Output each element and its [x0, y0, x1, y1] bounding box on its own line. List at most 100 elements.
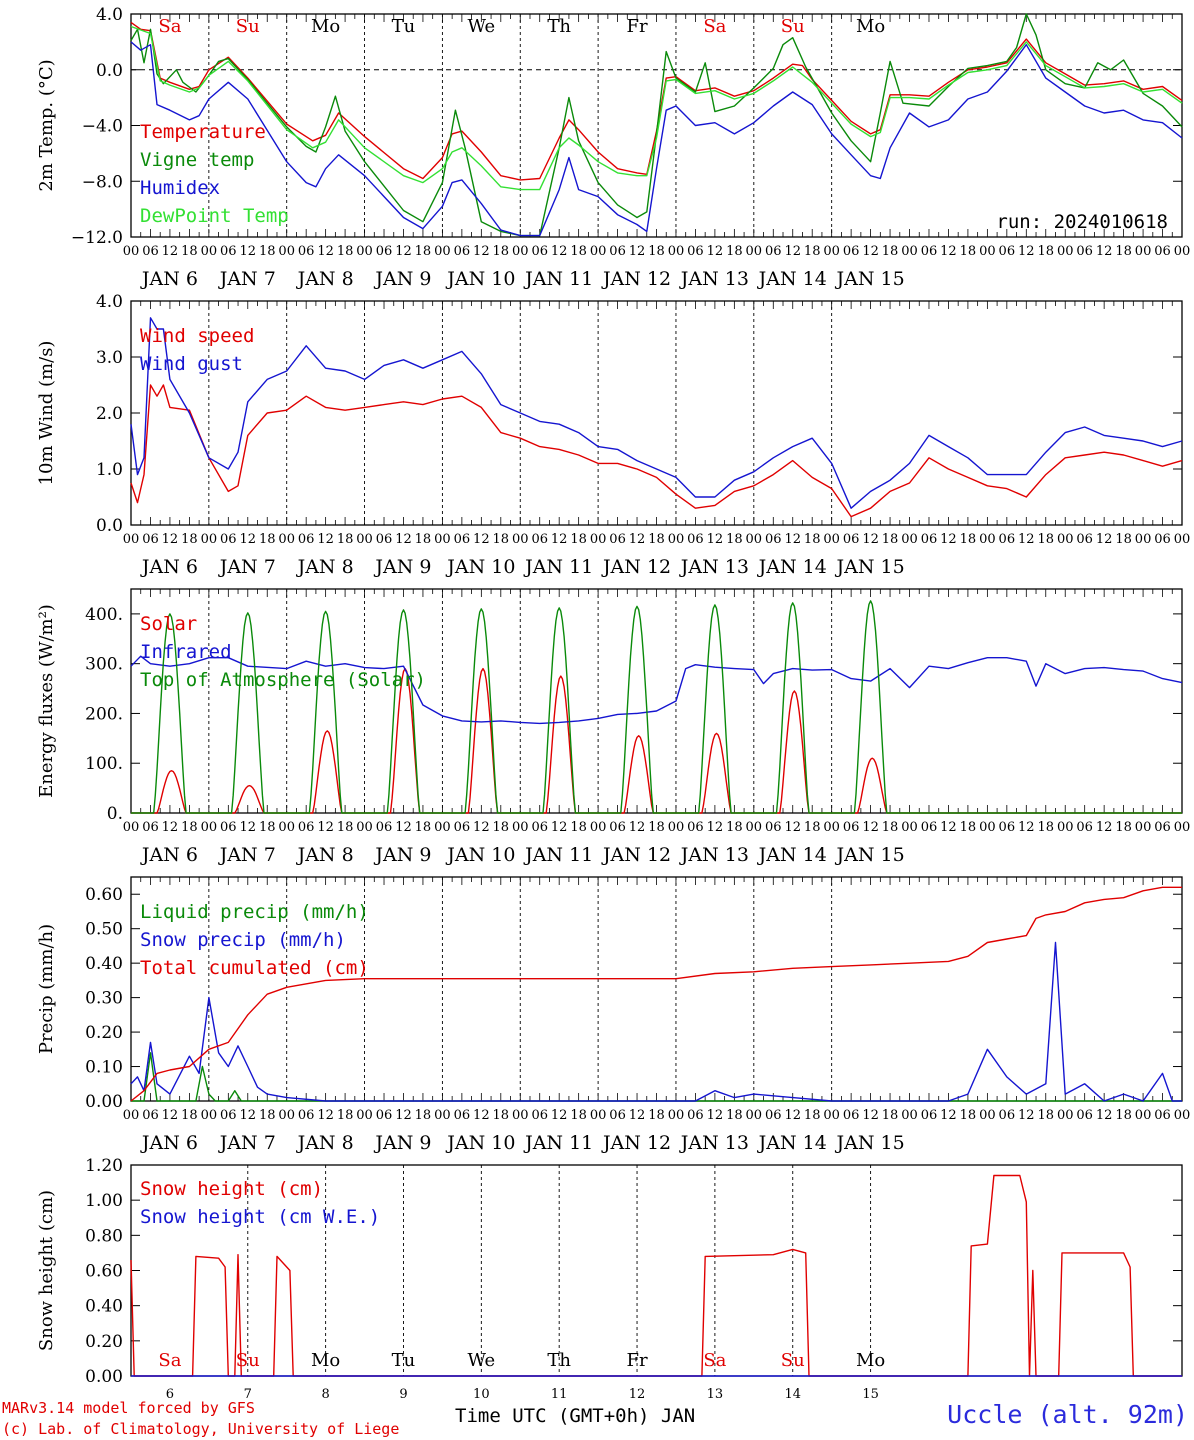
panel-2-hour-tick-label: 00	[1174, 532, 1191, 547]
panel-2-y-tick-label: 2.0	[96, 404, 123, 424]
panel-3-hour-tick-label: 00	[201, 820, 218, 835]
panel-1-hour-tick-label: 00	[434, 244, 451, 259]
panel-5-day-number: 13	[707, 1387, 724, 1402]
panel-5-y-tick-label: 0.80	[85, 1226, 123, 1246]
panel-5-weekday-label: We	[467, 1350, 495, 1371]
panel-2-hour-tick-label: 06	[220, 532, 237, 547]
panel-4-hour-tick-label: 00	[278, 1108, 295, 1123]
panel-2-series-wind-gust	[130, 317, 1183, 509]
panel-2-hour-tick-label: 06	[1154, 532, 1171, 547]
panel-3-y-tick-label: 100.	[85, 754, 123, 774]
panel-1-hour-tick-label: 18	[570, 244, 587, 259]
panel-1-date-label: JAN 12	[601, 268, 671, 290]
panel-1-legend-entry: Humidex	[140, 177, 220, 199]
panel-1-hour-tick-label: 18	[648, 244, 665, 259]
panel-4-hour-tick-label: 00	[823, 1108, 840, 1123]
panel-1-hour-tick-label: 18	[1115, 244, 1132, 259]
panel-1-y-tick-label: 4.0	[96, 5, 123, 25]
run-label: run: 2024010618	[996, 211, 1168, 233]
panel-1-hour-tick-label: 18	[259, 244, 276, 259]
panel-3-hour-tick-label: 00	[823, 820, 840, 835]
panel-4-date-label: JAN 6	[140, 1132, 198, 1154]
panel-5-weekday-label: Su	[781, 1350, 805, 1371]
panel-3-hour-tick-label: 00	[746, 820, 763, 835]
panel-1-hour-tick-label: 12	[629, 244, 646, 259]
panel-2-hour-tick-label: 00	[668, 532, 685, 547]
panel-4-hour-tick-label: 12	[551, 1108, 568, 1123]
panel-1-weekday-label: Fr	[626, 16, 647, 37]
panel-4-hour-tick-label: 00	[1057, 1108, 1074, 1123]
panel-3-date-label: JAN 6	[140, 844, 198, 866]
panel-2-y-tick-label: 3.0	[96, 348, 123, 368]
panel-4-hour-tick-label: 00	[590, 1108, 607, 1123]
panel-5-day-number: 14	[784, 1387, 801, 1402]
panel-2-hour-tick-label: 12	[784, 532, 801, 547]
panel-2-hour-tick-label: 00	[123, 532, 140, 547]
panel-1-weekday-label: Su	[781, 16, 805, 37]
panel-3-hour-tick-label: 12	[551, 820, 568, 835]
panel-2-hour-tick-label: 00	[201, 532, 218, 547]
panel-3-date-label: JAN 15	[834, 844, 904, 866]
panel-2-hour-tick-label: 00	[901, 532, 918, 547]
panel-2-hour-tick-label: 18	[960, 532, 977, 547]
panel-2-hour-tick-label: 18	[726, 532, 743, 547]
panel-2-hour-tick-label: 00	[1057, 532, 1074, 547]
panel-2-legend-entry: Wind speed	[140, 325, 254, 347]
panel-1-hour-tick-label: 00	[278, 244, 295, 259]
panel-3-hour-tick-label: 12	[629, 820, 646, 835]
panel-3-hour-tick-label: 12	[862, 820, 879, 835]
panel-3-hour-tick-label: 18	[648, 820, 665, 835]
panel-2-date-label: JAN 15	[834, 556, 904, 578]
panel-1-series-vigne-temp	[130, 13, 1183, 237]
panel-1-hour-tick-label: 18	[960, 244, 977, 259]
panel-1-hour-tick-label: 00	[356, 244, 373, 259]
panel-2-y-axis-label: 10m Wind (m/s)	[36, 341, 57, 486]
panel-3-hour-tick-label: 18	[1115, 820, 1132, 835]
panel-4-hour-tick-label: 00	[123, 1108, 140, 1123]
panel-1-hour-tick-label: 06	[142, 244, 159, 259]
panel-5-legend-entry: Snow height (cm W.E.)	[140, 1206, 380, 1228]
panel-3-hour-tick-label: 18	[804, 820, 821, 835]
panel-4-date-label: JAN 10	[445, 1132, 515, 1154]
panel-4-hour-tick-label: 12	[1096, 1108, 1113, 1123]
panel-3-hour-tick-label: 18	[493, 820, 510, 835]
panel-4-hour-tick-label: 18	[1037, 1108, 1054, 1123]
panel-3-hour-tick-label: 12	[395, 820, 412, 835]
panel-1-y-axis-label: 2m Temp. (°C)	[36, 59, 57, 191]
panel-2-date-label: JAN 13	[679, 556, 749, 578]
panel-4-hour-tick-label: 12	[707, 1108, 724, 1123]
panel-4-hour-tick-label: 00	[512, 1108, 529, 1123]
panel-2-date-label: JAN 11	[523, 556, 593, 578]
panel-5-weekday-label: Sa	[703, 1350, 726, 1371]
panel-2-frame	[130, 300, 1183, 526]
panel-5-y-tick-label: 0.40	[85, 1297, 123, 1317]
panel-2-hour-tick-label: 12	[1096, 532, 1113, 547]
panel-5-weekday-label: Mo	[856, 1350, 885, 1371]
panel-3-hour-tick-label: 12	[1018, 820, 1035, 835]
panel-1-hour-tick-label: 12	[473, 244, 490, 259]
panel-5-weekday-label: Fr	[626, 1350, 647, 1371]
panel-3-date-label: JAN 14	[757, 844, 827, 866]
panel-3-series-infrared	[130, 655, 1183, 725]
panel-4-hour-tick-label: 06	[376, 1108, 393, 1123]
panel-1-hour-tick-label: 12	[317, 244, 334, 259]
panel-1-hour-tick-label: 18	[493, 244, 510, 259]
panel-3-date-label: JAN 8	[296, 844, 354, 866]
panel-1-hour-tick-label: 18	[337, 244, 354, 259]
panel-4-hour-tick-label: 12	[162, 1108, 179, 1123]
panel-3-hour-tick-label: 06	[921, 820, 938, 835]
panel-1-hour-tick-label: 06	[999, 244, 1016, 259]
panel-2-hour-tick-label: 12	[629, 532, 646, 547]
panel-5-day-number: 6	[166, 1387, 174, 1402]
panel-2-hour-tick-label: 06	[765, 532, 782, 547]
panel-3-hour-tick-label: 12	[784, 820, 801, 835]
panel-1-hour-tick-label: 12	[395, 244, 412, 259]
panel-4-date-label: JAN 13	[679, 1132, 749, 1154]
panel-4-y-tick-label: 0.20	[85, 1023, 123, 1043]
panel-2-hour-tick-label: 18	[882, 532, 899, 547]
panel-1-hour-tick-label: 06	[843, 244, 860, 259]
panel-1-hour-tick-label: 06	[1154, 244, 1171, 259]
panel-1-weekday-label: Su	[236, 16, 260, 37]
panel-4-hour-tick-label: 12	[240, 1108, 257, 1123]
